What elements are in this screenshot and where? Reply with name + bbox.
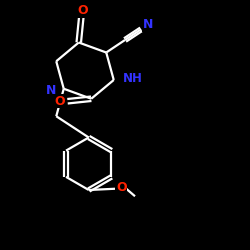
Text: N: N <box>46 84 57 96</box>
Text: N: N <box>143 18 154 31</box>
Text: O: O <box>116 181 126 194</box>
Text: NH: NH <box>123 72 143 85</box>
Text: O: O <box>55 95 65 108</box>
Text: O: O <box>77 4 88 17</box>
